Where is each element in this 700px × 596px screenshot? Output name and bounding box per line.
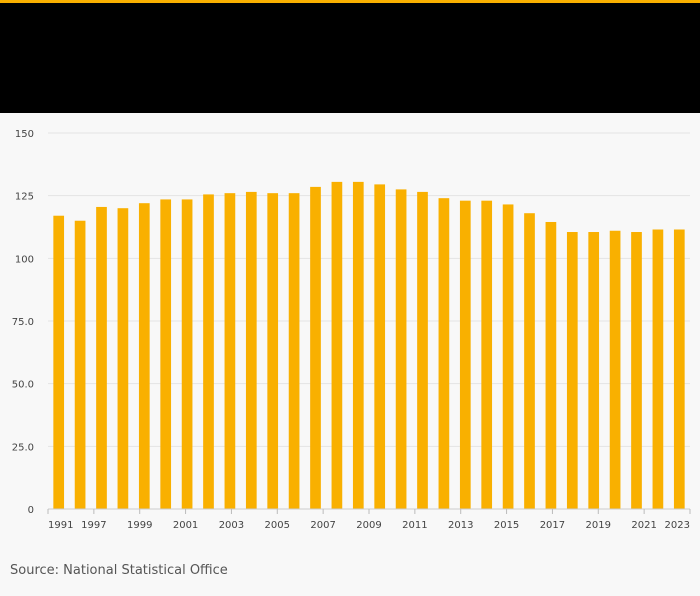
bar <box>245 191 257 509</box>
x-tick-label: 2023 <box>665 520 690 531</box>
bar <box>267 193 279 509</box>
x-tick-label: 2015 <box>494 520 519 531</box>
bar <box>96 206 107 509</box>
bar <box>459 200 471 509</box>
x-tick-label: 2013 <box>448 520 473 531</box>
x-tick-label: 2007 <box>310 520 335 531</box>
bar <box>53 215 65 509</box>
bar <box>181 199 193 509</box>
bar <box>609 230 621 509</box>
bar <box>631 232 642 509</box>
x-tick-label: 1991 <box>48 520 73 531</box>
bar <box>374 184 386 509</box>
y-tick-label: 25.0 <box>12 442 34 453</box>
y-tick-label: 100 <box>15 254 34 265</box>
bar <box>673 229 685 510</box>
x-axis: 1991 1997 1999 2001 2003 2005 2007 2009 2011 2013… <box>47 508 691 531</box>
x-tick-label: 2003 <box>219 520 244 531</box>
bar <box>545 221 557 509</box>
top-accent-rule <box>0 0 700 3</box>
x-tick-label: 2005 <box>265 520 290 531</box>
x-tick-label: 2021 <box>631 520 656 531</box>
header-band <box>0 3 700 113</box>
y-tick-label: 0 <box>28 505 34 516</box>
bar <box>438 198 450 509</box>
y-tick-label: 50.0 <box>12 380 34 391</box>
bar-chart: 0 25.0 50.0 75.0 100 125 150 1991 1997 1999 2001 2… <box>12 129 691 531</box>
bar <box>288 193 300 509</box>
bar <box>310 186 321 509</box>
x-tick-label: 2009 <box>356 520 381 531</box>
bar <box>117 208 129 509</box>
source-note: Source: National Statistical Office <box>10 563 228 578</box>
x-tick-label: 1999 <box>127 520 152 531</box>
bar <box>417 191 428 509</box>
y-tick-label: 75.0 <box>12 317 34 328</box>
bar <box>352 181 364 509</box>
bar <box>524 213 535 510</box>
bars <box>53 181 685 510</box>
bar <box>160 199 172 509</box>
bar <box>74 220 86 509</box>
bar <box>224 193 236 509</box>
bar <box>481 200 493 509</box>
bar <box>395 189 407 509</box>
bar <box>138 203 150 509</box>
x-tick-label: 1997 <box>81 520 106 531</box>
y-tick-label: 150 <box>15 129 34 140</box>
y-tick-label: 125 <box>15 192 34 203</box>
chart-container: 0 25.0 50.0 75.0 100 125 150 1991 1997 1999 2001 2… <box>0 113 700 553</box>
bar <box>588 232 600 509</box>
y-axis: 0 25.0 50.0 75.0 100 125 150 <box>12 129 34 516</box>
bar <box>203 194 214 509</box>
x-tick-label: 2011 <box>402 520 427 531</box>
bar <box>652 229 664 510</box>
x-tick-label: 2019 <box>586 520 611 531</box>
x-tick-label: 2001 <box>173 520 198 531</box>
x-tick-label: 2017 <box>540 520 565 531</box>
bar <box>566 232 578 509</box>
bar <box>331 181 343 509</box>
bar <box>502 204 514 509</box>
